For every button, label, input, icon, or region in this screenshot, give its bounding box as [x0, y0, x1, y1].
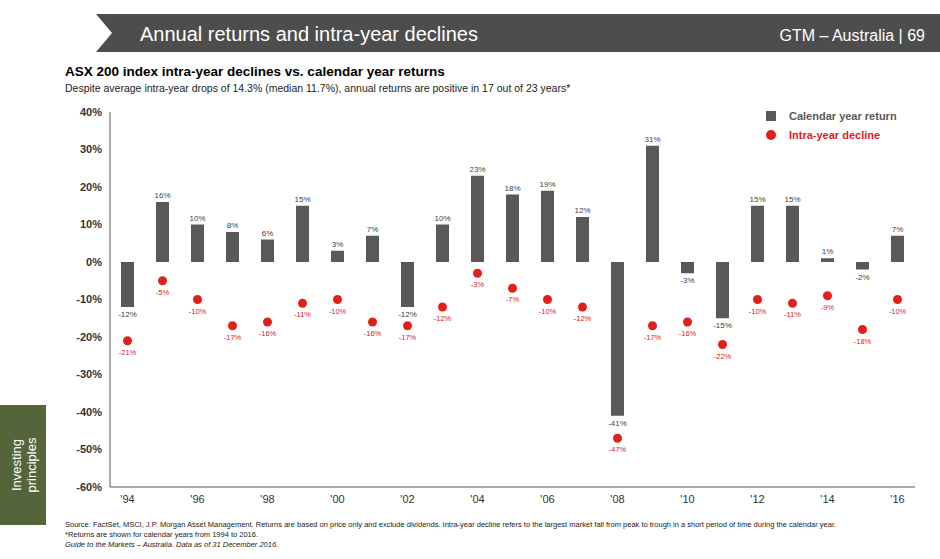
svg-text:'12: '12 [750, 493, 764, 505]
svg-text:6%: 6% [262, 229, 274, 238]
svg-text:0%: 0% [86, 256, 102, 268]
svg-text:-40%: -40% [76, 406, 102, 418]
svg-text:12%: 12% [574, 206, 590, 215]
svg-text:10%: 10% [434, 214, 450, 223]
svg-text:-17%: -17% [399, 333, 417, 342]
svg-text:-11%: -11% [294, 310, 311, 319]
svg-text:-12%: -12% [118, 310, 137, 319]
svg-text:-3%: -3% [680, 276, 694, 285]
svg-text:-21%: -21% [119, 348, 137, 357]
svg-text:-10%: -10% [76, 293, 102, 305]
html-text:Source: FactSet, MSCI, J.P. Mo: Source: FactSet, MSCI, J.P. Morgan Asset… [65, 520, 837, 539]
svg-text:-10%: -10% [189, 307, 207, 316]
svg-text:20%: 20% [80, 181, 102, 193]
svg-text:'94: '94 [120, 493, 134, 505]
svg-text:40%: 40% [80, 106, 102, 118]
svg-text:'98: '98 [260, 493, 274, 505]
svg-text:'16: '16 [890, 493, 904, 505]
svg-text:31%: 31% [644, 135, 660, 144]
svg-text:-11%: -11% [784, 310, 801, 319]
svg-text:'14: '14 [820, 493, 834, 505]
svg-text:-50%: -50% [76, 443, 102, 455]
html-text:Intra-year decline: Intra-year decline [789, 129, 881, 141]
svg-text:-12%: -12% [434, 314, 452, 323]
svg-text:Annual returns and intra-year: Annual returns and intra-year declines [140, 23, 478, 45]
svg-text:'96: '96 [190, 493, 204, 505]
svg-text:-2%: -2% [855, 273, 869, 282]
svg-text:GTM – Australia | 69: GTM – Australia | 69 [779, 27, 925, 44]
svg-text:23%: 23% [469, 165, 485, 174]
svg-text:-41%: -41% [608, 419, 627, 428]
svg-text:15%: 15% [294, 195, 310, 204]
svg-text:-12%: -12% [574, 314, 592, 323]
svg-text:15%: 15% [784, 195, 800, 204]
svg-text:10%: 10% [189, 214, 205, 223]
html-text:ASX 200 index intra-year decli: ASX 200 index intra-year declines vs. ca… [65, 64, 445, 79]
svg-text:-16%: -16% [679, 329, 697, 338]
svg-text:7%: 7% [367, 225, 379, 234]
svg-text:'08: '08 [610, 493, 624, 505]
svg-text:'06: '06 [540, 493, 554, 505]
svg-text:30%: 30% [80, 143, 102, 155]
html-text:Despite average intra-year dro: Despite average intra-year drops of 14.3… [65, 82, 571, 94]
svg-text:-5%: -5% [156, 288, 170, 297]
svg-text:-3%: -3% [471, 280, 485, 289]
svg-text:-10%: -10% [539, 307, 557, 316]
svg-text:-16%: -16% [259, 329, 277, 338]
svg-text:'00: '00 [330, 493, 344, 505]
svg-text:-10%: -10% [329, 307, 347, 316]
svg-text:Investing: Investing [9, 439, 24, 491]
html-text:Guide to the Markets – Austral: Guide to the Markets – Australia. Data a… [65, 540, 279, 549]
svg-text:15%: 15% [749, 195, 765, 204]
svg-text:'04: '04 [470, 493, 484, 505]
svg-text:1%: 1% [822, 247, 834, 256]
svg-text:-17%: -17% [224, 333, 242, 342]
svg-text:7%: 7% [892, 225, 904, 234]
svg-text:-20%: -20% [76, 331, 102, 343]
svg-text:-9%: -9% [821, 303, 835, 312]
svg-text:-30%: -30% [76, 368, 102, 380]
svg-text:-16%: -16% [364, 329, 382, 338]
svg-text:-10%: -10% [749, 307, 767, 316]
svg-text:-17%: -17% [644, 333, 662, 342]
svg-text:-60%: -60% [76, 481, 102, 493]
svg-text:-18%: -18% [854, 337, 872, 346]
svg-text:principles: principles [24, 437, 39, 492]
svg-text:-7%: -7% [506, 295, 520, 304]
svg-text:18%: 18% [504, 184, 520, 193]
svg-text:16%: 16% [154, 191, 170, 200]
svg-text:'10: '10 [680, 493, 694, 505]
svg-text:-12%: -12% [398, 310, 417, 319]
html-text:Calendar year return: Calendar year return [789, 110, 897, 122]
svg-text:-22%: -22% [714, 352, 732, 361]
svg-text:10%: 10% [80, 218, 102, 230]
svg-text:19%: 19% [539, 180, 555, 189]
svg-text:-47%: -47% [609, 445, 627, 454]
svg-text:8%: 8% [227, 221, 239, 230]
svg-text:-15%: -15% [713, 321, 732, 330]
svg-text:3%: 3% [332, 240, 344, 249]
svg-text:-10%: -10% [889, 307, 907, 316]
svg-text:'02: '02 [400, 493, 414, 505]
